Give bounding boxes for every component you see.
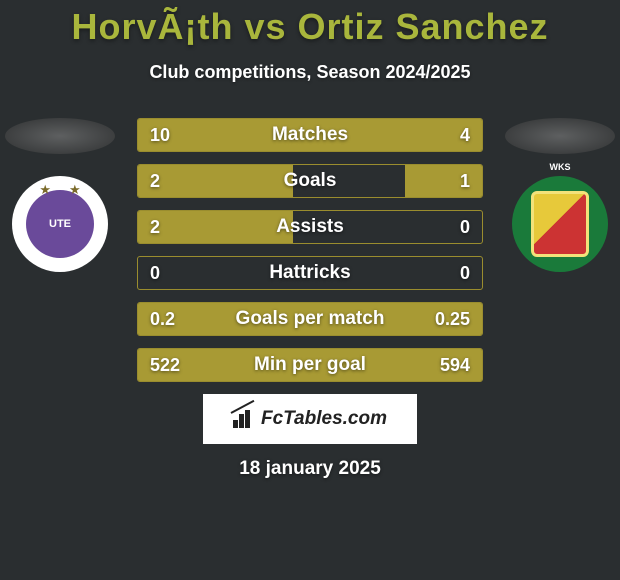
stat-row: Matches10 4 <box>137 118 483 152</box>
stat-row: Hattricks0 0 <box>137 256 483 290</box>
left-club-logo-text: UTE <box>26 190 94 258</box>
bars-icon <box>233 410 255 428</box>
stat-value-right: 1 <box>460 165 470 197</box>
stat-label: Matches <box>138 119 482 151</box>
stat-value-left: 2 <box>150 165 160 197</box>
brand-text: FcTables.com <box>261 408 387 430</box>
stat-value-left: 522 <box>150 349 180 381</box>
stat-label: Goals per match <box>138 303 482 335</box>
stat-label: Min per goal <box>138 349 482 381</box>
stars-icon: ★★ <box>39 182 98 198</box>
subtitle: Club competitions, Season 2024/2025 <box>0 62 620 83</box>
stat-value-right: 0 <box>460 211 470 243</box>
shield-icon <box>531 191 589 257</box>
avatar-shadow-left <box>5 118 115 154</box>
right-club-logo: WKS <box>512 176 608 272</box>
stat-label: Hattricks <box>138 257 482 289</box>
left-player-col: ★★ UTE <box>0 118 120 272</box>
stat-row: Assists2 0 <box>137 210 483 244</box>
comparison-card: HorvÃ¡th vs Ortiz Sanchez Club competiti… <box>0 0 620 580</box>
date-label: 18 january 2025 <box>0 458 620 480</box>
stat-row: Goals per match0.2 0.25 <box>137 302 483 336</box>
stat-value-right: 4 <box>460 119 470 151</box>
stat-label: Goals <box>138 165 482 197</box>
stat-value-left: 2 <box>150 211 160 243</box>
avatar-shadow-right <box>505 118 615 154</box>
content-area: ★★ UTE WKS Matches104Goals21Assists20Hat… <box>0 118 620 480</box>
brand-logo: FcTables.com <box>203 394 417 444</box>
stat-value-left: 10 <box>150 119 170 151</box>
stat-row: Goals2 1 <box>137 164 483 198</box>
stat-value-right: 594 <box>440 349 470 381</box>
stat-bars: Matches104Goals21Assists20Hattricks00Goa… <box>137 118 483 382</box>
stat-value-right: 0 <box>460 257 470 289</box>
stat-value-right: 0.25 <box>435 303 470 335</box>
stat-row: Min per goal522 594 <box>137 348 483 382</box>
stat-label: Assists <box>138 211 482 243</box>
stat-value-left: 0.2 <box>150 303 175 335</box>
right-club-logo-text: WKS <box>550 162 571 172</box>
page-title: HorvÃ¡th vs Ortiz Sanchez <box>0 0 620 48</box>
right-player-col: WKS <box>500 118 620 272</box>
left-club-logo: ★★ UTE <box>12 176 108 272</box>
stat-value-left: 0 <box>150 257 160 289</box>
